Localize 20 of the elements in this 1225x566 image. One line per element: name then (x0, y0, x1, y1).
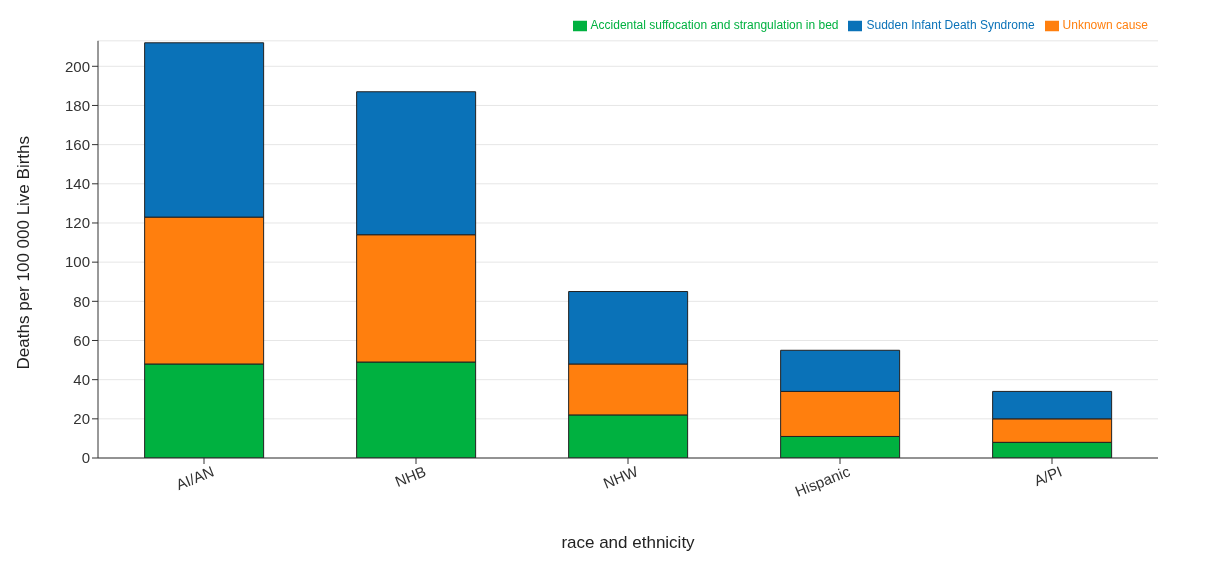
y-tick-label: 160 (64, 135, 90, 153)
x-tick-label: A/PI (1031, 462, 1065, 489)
y-axis-title: Deaths per 100 000 Live Births (14, 135, 34, 370)
x-tick-label: NHW (600, 462, 642, 492)
y-tick-label: 200 (64, 57, 90, 75)
legend-label: Unknown cause (1062, 18, 1148, 32)
y-tick-label: 40 (73, 370, 90, 388)
y-tick-label: 60 (73, 331, 90, 349)
y-tick-label: 140 (64, 175, 90, 193)
x-tick-label: AI/AN (173, 462, 217, 493)
x-tick-label: NHB (392, 462, 429, 491)
legend-label: Sudden Infant Death Syndrome (866, 18, 1035, 32)
y-tick-label: 100 (64, 253, 90, 271)
y-tick-label: 0 (81, 449, 90, 467)
y-tick-label: 120 (64, 214, 90, 232)
y-tick-label: 80 (73, 292, 90, 310)
y-tick-label: 180 (64, 96, 90, 114)
legend-label: Accidental suffocation and strangulation in bed (590, 18, 839, 32)
y-tick-label: 20 (73, 410, 90, 428)
x-axis-title: race and ethnicity (561, 533, 696, 552)
